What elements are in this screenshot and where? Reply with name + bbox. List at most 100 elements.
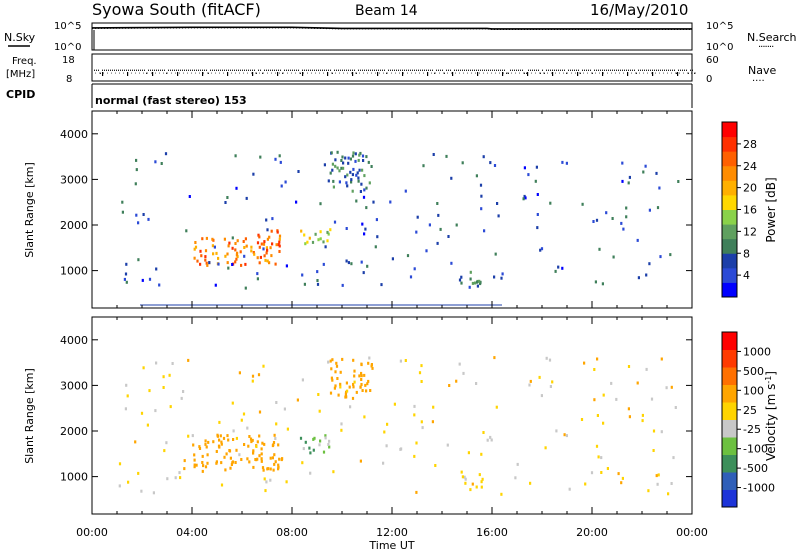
data-cell xyxy=(235,448,238,452)
freq-point xyxy=(272,69,273,71)
data-cell xyxy=(329,359,332,363)
nave-point xyxy=(511,72,512,74)
freq-point xyxy=(94,69,95,71)
noise-series-line-1 xyxy=(91,27,692,30)
data-cell xyxy=(354,159,357,163)
data-cell xyxy=(648,262,651,266)
freq-point xyxy=(486,69,487,71)
freq-dip-marker xyxy=(427,72,429,76)
freq-point xyxy=(606,69,607,71)
freq-dip-marker xyxy=(202,72,204,76)
freq-point xyxy=(292,69,293,71)
data-cell xyxy=(674,406,677,409)
freq-dip-marker xyxy=(577,72,579,76)
freq-right-marker: .... xyxy=(752,73,765,84)
data-cell xyxy=(597,455,600,459)
data-cell xyxy=(365,206,368,210)
freq-point xyxy=(260,69,261,71)
data-cell xyxy=(363,415,366,419)
data-cell xyxy=(313,436,316,440)
data-cell xyxy=(308,236,311,240)
data-cell xyxy=(522,197,525,201)
nave-point xyxy=(195,72,196,74)
freq-dip-marker xyxy=(227,72,229,76)
data-cell xyxy=(386,422,389,426)
data-cell xyxy=(274,437,277,440)
data-cell xyxy=(232,438,235,441)
nave-point xyxy=(555,72,556,74)
freq-point xyxy=(538,69,539,71)
data-cell xyxy=(228,241,231,245)
nave-point xyxy=(343,72,344,74)
data-cell xyxy=(148,389,151,393)
freq-point xyxy=(516,69,517,71)
freq-point xyxy=(560,69,561,71)
freq-point xyxy=(418,69,419,71)
nave-point xyxy=(491,72,492,74)
data-cell xyxy=(460,275,463,279)
data-cell xyxy=(413,267,416,271)
freq-point xyxy=(500,69,501,71)
nave-point xyxy=(303,72,304,74)
freq-dip-marker xyxy=(527,72,529,76)
data-cell xyxy=(345,181,348,185)
freq-point xyxy=(206,69,207,71)
freq-point xyxy=(598,69,599,71)
nave-point xyxy=(407,72,408,74)
data-cell xyxy=(406,254,410,258)
data-cell xyxy=(610,381,613,385)
data-cell xyxy=(194,245,198,249)
freq-point xyxy=(454,69,455,71)
data-cell xyxy=(353,374,356,378)
data-cell xyxy=(265,218,268,222)
data-cell xyxy=(327,443,330,446)
data-cell xyxy=(523,166,526,170)
freq-point xyxy=(112,69,113,71)
data-cell xyxy=(475,485,478,489)
freq-point xyxy=(244,69,245,71)
data-cell xyxy=(644,164,647,168)
freq-point xyxy=(136,69,137,71)
velocity-colorbar-tick-label: 500 xyxy=(743,365,764,378)
freq-point xyxy=(374,69,375,71)
nave-point xyxy=(139,72,140,74)
data-cell xyxy=(415,230,418,234)
freq-point xyxy=(396,69,397,71)
data-cell xyxy=(404,359,407,362)
freq-point xyxy=(694,72,695,74)
data-cell xyxy=(168,373,171,377)
nave-point xyxy=(231,72,232,74)
data-cell xyxy=(361,168,364,172)
freq-point xyxy=(218,69,219,71)
data-cell xyxy=(187,358,190,362)
data-cell xyxy=(204,258,207,262)
data-cell xyxy=(480,207,483,211)
data-cell xyxy=(421,426,424,430)
data-cell xyxy=(474,281,477,285)
data-cell xyxy=(255,445,258,448)
nave-point xyxy=(135,72,136,74)
data-cell xyxy=(493,356,496,360)
freq-point xyxy=(346,69,347,71)
freq-dip-marker xyxy=(602,72,604,76)
data-cell xyxy=(137,258,140,262)
data-cell xyxy=(269,478,272,482)
velocity-colorbar-segment xyxy=(722,384,737,403)
data-cell xyxy=(263,254,266,258)
nave-point xyxy=(531,72,532,74)
freq-point xyxy=(526,72,527,74)
data-cell xyxy=(194,241,197,244)
data-cell xyxy=(125,280,128,284)
data-cell xyxy=(193,256,196,260)
data-cell xyxy=(219,434,222,438)
data-cell xyxy=(351,396,355,400)
velocity-colorbar-segment xyxy=(722,402,737,420)
freq-point xyxy=(366,69,367,71)
nave-point xyxy=(599,72,600,74)
data-cell xyxy=(528,383,531,387)
data-cell xyxy=(322,262,325,266)
range-tick-label: 3000 xyxy=(60,379,88,392)
nave-point xyxy=(423,72,424,74)
freq-point xyxy=(508,72,509,74)
data-cell xyxy=(123,277,126,281)
